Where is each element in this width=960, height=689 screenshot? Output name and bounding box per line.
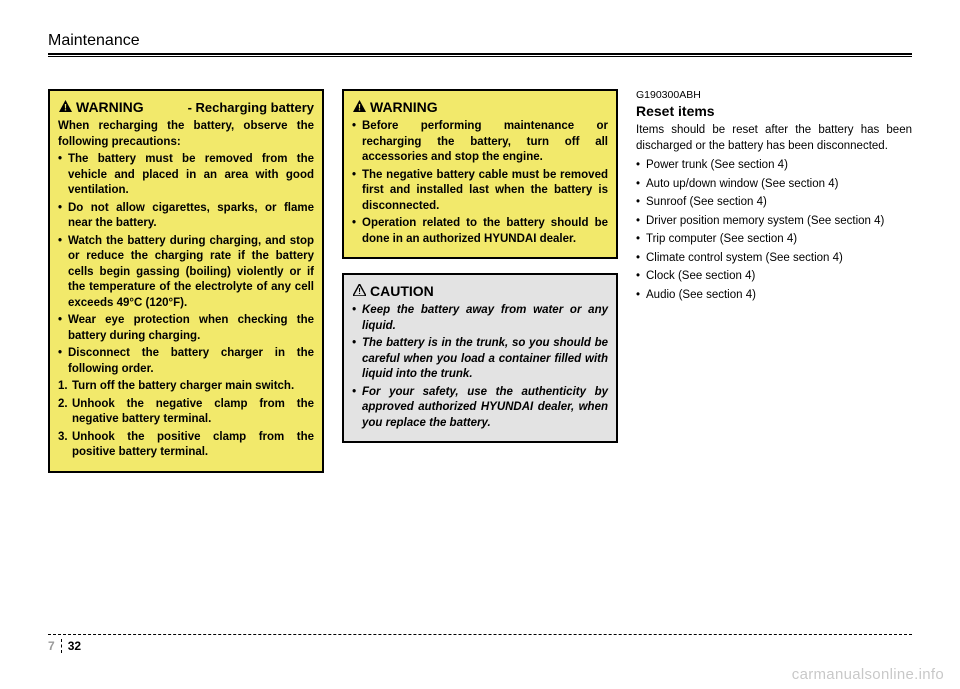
content-columns: ! WARNING - Recharging battery When rech… (48, 89, 912, 487)
warning-title: ! WARNING - Recharging battery (58, 99, 314, 115)
bullet-item: The negative battery cable must be remov… (352, 168, 608, 215)
column-3: G190300ABH Reset items Items should be r… (636, 89, 912, 487)
section-title: Maintenance (48, 32, 912, 52)
bullet-item: Before performing maintenance or recharg… (352, 119, 608, 166)
caution-label: CAUTION (370, 283, 434, 299)
header-rule (48, 53, 912, 55)
page-number: 32 (62, 639, 81, 653)
svg-text:!: ! (358, 103, 361, 113)
list-item: Power trunk (See section 4) (636, 158, 912, 174)
watermark: carmanualsonline.info (792, 666, 944, 683)
warning-icon: ! (58, 99, 72, 115)
bullet-item: Watch the battery during charging, and s… (58, 234, 314, 312)
list-item: Climate control system (See section 4) (636, 251, 912, 267)
step-item: Turn off the battery charger main switch… (58, 379, 314, 395)
list-item: Trip computer (See section 4) (636, 232, 912, 248)
bullet-item: Do not allow cigarettes, sparks, or flam… (58, 201, 314, 232)
bullet-item: The battery must be removed from the veh… (58, 152, 314, 199)
bullet-item: Keep the battery away from water or any … (352, 303, 608, 334)
header-rule-thin (48, 56, 912, 57)
reset-items-heading: Reset items (636, 103, 912, 119)
list-item: Sunroof (See section 4) (636, 195, 912, 211)
reset-items-intro: Items should be reset after the battery … (636, 123, 912, 154)
step-item: Unhook the negative clamp from the negat… (58, 397, 314, 428)
warning-bullets: The battery must be removed from the veh… (58, 152, 314, 377)
page-header: Maintenance (48, 32, 912, 57)
caution-box: ! CAUTION Keep the battery away from wat… (342, 273, 618, 443)
warning-steps: Turn off the battery charger main switch… (58, 379, 314, 461)
warning-label: WARNING (76, 99, 144, 115)
bullet-item: For your safety, use the authenticity by… (352, 385, 608, 432)
column-2: ! WARNING Before performing maintenance … (342, 89, 618, 487)
caution-bullets: Keep the battery away from water or any … (352, 303, 608, 431)
warning-title: ! WARNING (352, 99, 608, 115)
reset-items-list: Power trunk (See section 4) Auto up/down… (636, 158, 912, 303)
manual-page: Maintenance ! WARNING - Recharging batte… (0, 0, 960, 689)
step-item: Unhook the positive clamp from the posit… (58, 430, 314, 461)
list-item: Audio (See section 4) (636, 288, 912, 304)
list-item: Driver position memory system (See secti… (636, 214, 912, 230)
bullet-item: Wear eye protection when checking the ba… (58, 313, 314, 344)
list-item: Auto up/down window (See section 4) (636, 177, 912, 193)
section-number: 7 (48, 639, 62, 653)
warning-box-maintenance: ! WARNING Before performing maintenance … (342, 89, 618, 259)
column-1: ! WARNING - Recharging battery When rech… (48, 89, 324, 487)
warning-icon: ! (352, 99, 366, 115)
page-number-block: 7 32 (48, 639, 912, 653)
warning-subtitle: - Recharging battery (148, 100, 314, 115)
warning-bullets: Before performing maintenance or recharg… (352, 119, 608, 247)
caution-title: ! CAUTION (352, 283, 608, 299)
list-item: Clock (See section 4) (636, 269, 912, 285)
bullet-item: Operation related to the battery should … (352, 216, 608, 247)
svg-text:!: ! (64, 103, 67, 113)
warning-label: WARNING (370, 99, 438, 115)
warning-intro: When recharging the battery, observe the… (58, 119, 314, 150)
svg-text:!: ! (358, 286, 361, 296)
bullet-item: The battery is in the trunk, so you shou… (352, 336, 608, 383)
reference-code: G190300ABH (636, 89, 912, 101)
caution-icon: ! (352, 283, 366, 299)
bullet-item: Disconnect the battery charger in the fo… (58, 346, 314, 377)
page-footer: 7 32 (48, 634, 912, 653)
warning-box-recharging: ! WARNING - Recharging battery When rech… (48, 89, 324, 473)
